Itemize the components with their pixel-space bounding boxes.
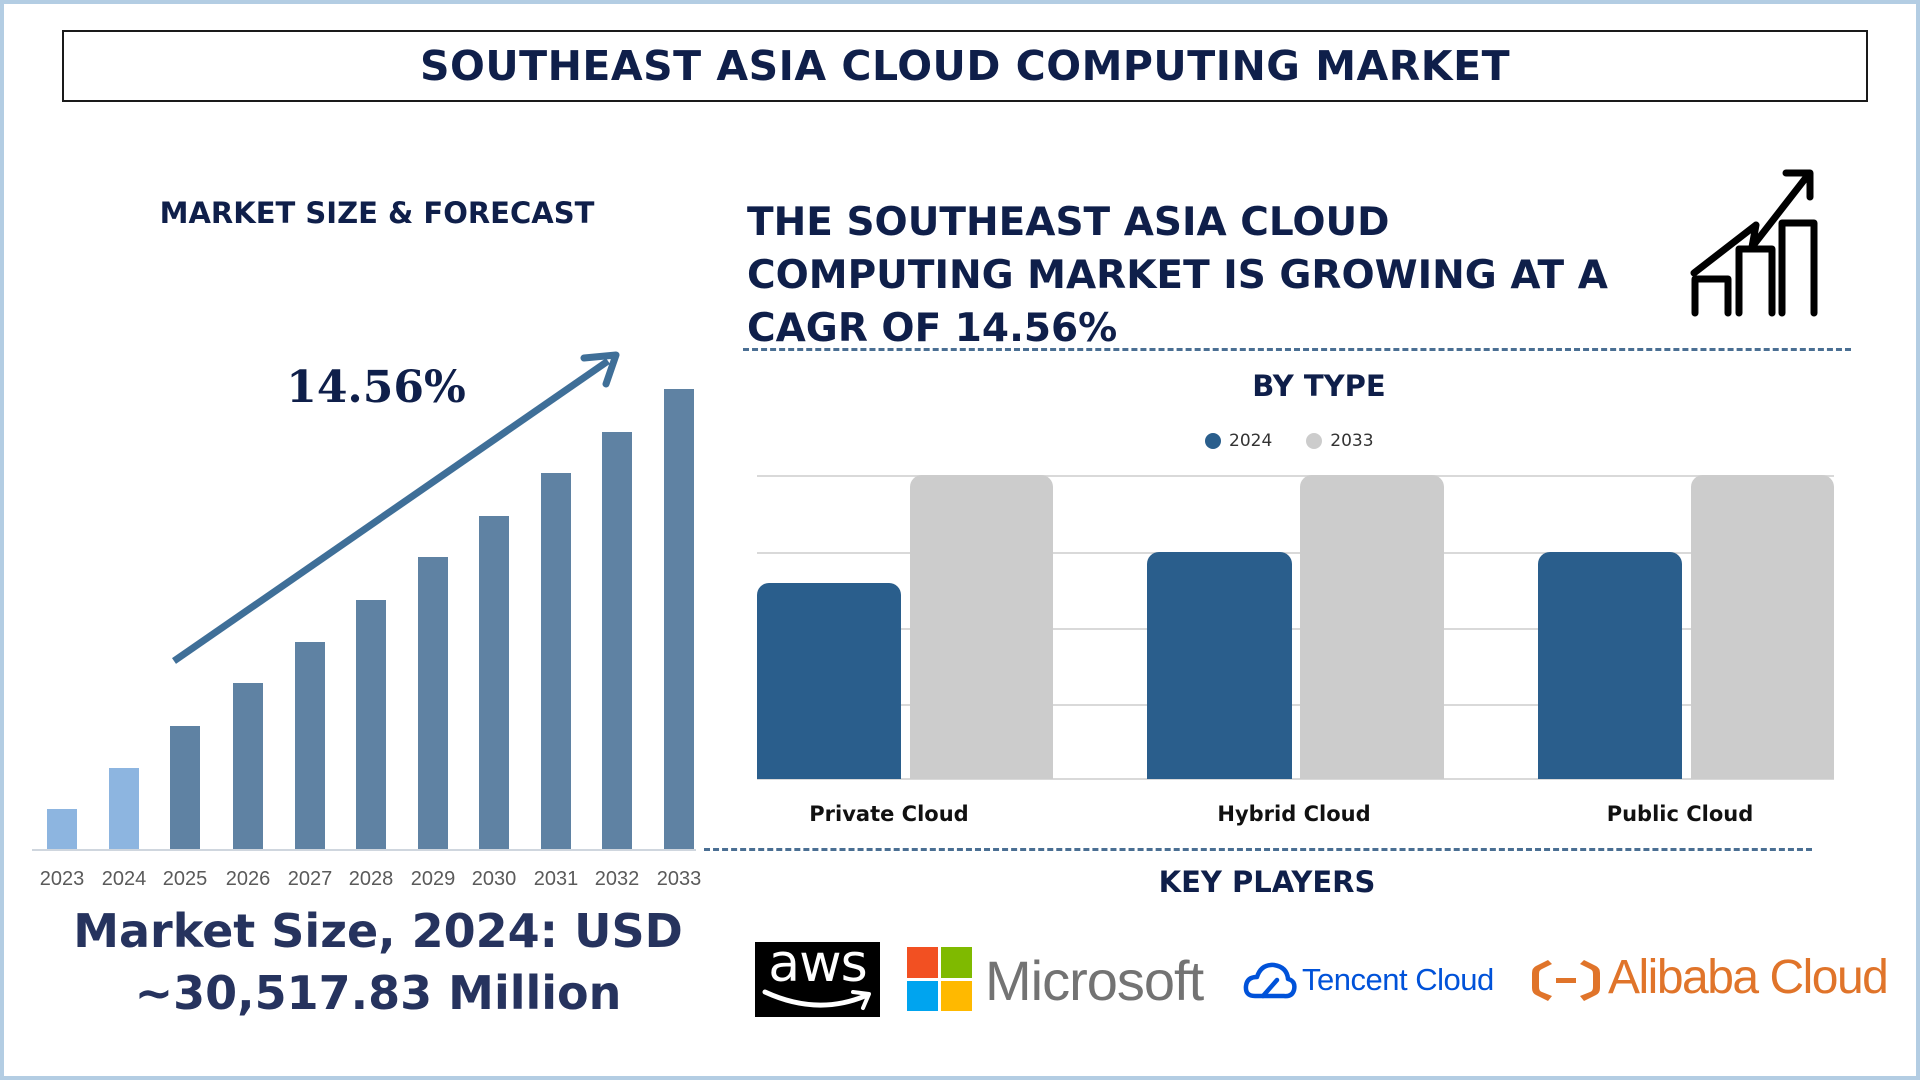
bar-public-cloud-2024 (1538, 552, 1682, 779)
bar-2023 (47, 809, 77, 850)
x-tick-label: 2026 (225, 868, 271, 890)
aws-logo: aws (755, 934, 880, 1017)
x-tick-label: 2031 (533, 868, 579, 890)
aws-smile-icon (762, 989, 871, 1010)
x-tick-label: 2032 (594, 868, 640, 890)
x-axis-line (757, 778, 1834, 780)
section-divider (704, 848, 1812, 851)
bar-2026 (233, 683, 263, 850)
bar-hybrid-cloud-2024 (1147, 552, 1292, 779)
x-tick-label: 2024 (101, 868, 147, 890)
tencent-cloud-logo-text: Tencent Cloud (1302, 962, 1494, 997)
x-axis-line (32, 849, 696, 851)
bar-2025 (170, 726, 200, 850)
cagr-label: 14.56% (286, 362, 466, 413)
bar-public-cloud-2033 (1691, 475, 1834, 779)
bar-2028 (356, 600, 386, 850)
key-players-heading: KEY PLAYERS (1158, 865, 1376, 899)
aws-logo-text: aws (768, 934, 868, 994)
bar-private-cloud-2033 (910, 475, 1053, 779)
gridline (757, 475, 1834, 477)
x-tick-label: 2030 (471, 868, 517, 890)
legend-dot-2033-icon (1306, 433, 1323, 449)
legend-label: 2033 (1330, 431, 1374, 451)
x-tick-label: 2027 (287, 868, 333, 890)
microsoft-logo-text: Microsoft (985, 949, 1204, 1012)
bar-2033 (664, 389, 694, 850)
bar-2030 (479, 516, 509, 850)
bar-2031 (541, 473, 571, 850)
bar-2024 (109, 768, 139, 850)
legend-label: 2024 (1229, 431, 1273, 451)
trend-arrow-icon (172, 351, 620, 664)
legend-item-2033: 2033 (1306, 431, 1374, 451)
gridline (757, 552, 1834, 554)
headline-line-2: COMPUTING MARKET IS GROWING AT A (747, 253, 1608, 298)
title-box: SOUTHEAST ASIA CLOUD COMPUTING MARKET (62, 30, 1868, 102)
category-label-private-cloud: Private Cloud (809, 802, 969, 826)
x-tick-label: 2025 (162, 868, 208, 890)
alibaba-cloud-logo-text: Alibaba Cloud (1608, 951, 1889, 1004)
headline-line-1: THE SOUTHEAST ASIA CLOUD (747, 200, 1390, 245)
x-tick-label: 2023 (39, 868, 85, 890)
tencent-cloud-icon (1243, 962, 1297, 999)
alibaba-cloud-icon (1532, 960, 1600, 1001)
page-title: SOUTHEAST ASIA CLOUD COMPUTING MARKET (419, 42, 1511, 90)
market-size-forecast-heading: MARKET SIZE & FORECAST (159, 196, 595, 230)
microsoft-logo-icon (907, 947, 972, 1011)
x-tick-label: 2028 (348, 868, 394, 890)
legend-item-2024: 2024 (1205, 431, 1272, 451)
bar-2027 (295, 642, 325, 850)
category-label-hybrid-cloud: Hybrid Cloud (1217, 802, 1371, 826)
market-size-summary: Market Size, 2024: USD ~30,517.83 Millio… (73, 900, 683, 1024)
by-type-heading: BY TYPE (1252, 369, 1386, 403)
legend-dot-2024-icon (1205, 433, 1221, 449)
x-tick-label: 2029 (410, 868, 456, 890)
bar-hybrid-cloud-2033 (1300, 475, 1444, 779)
headline-line-3: CAGR OF 14.56% (747, 306, 1118, 351)
category-label-public-cloud: Public Cloud (1606, 802, 1754, 826)
bar-2032 (602, 432, 632, 850)
bar-private-cloud-2024 (757, 583, 901, 779)
cagr-headline: THE SOUTHEAST ASIA CLOUD COMPUTING MARKE… (747, 196, 1667, 355)
bar-2029 (418, 557, 448, 850)
section-divider (743, 348, 1851, 351)
market-size-line1: Market Size, 2024: USD (73, 904, 683, 958)
x-tick-label: 2033 (656, 868, 702, 890)
gridline (757, 704, 1834, 706)
gridline (757, 628, 1834, 630)
chart-legend: 2024 2033 (1205, 431, 1398, 451)
market-size-line2: ~30,517.83 Million (134, 966, 622, 1020)
growth-chart-icon (1690, 169, 1818, 317)
